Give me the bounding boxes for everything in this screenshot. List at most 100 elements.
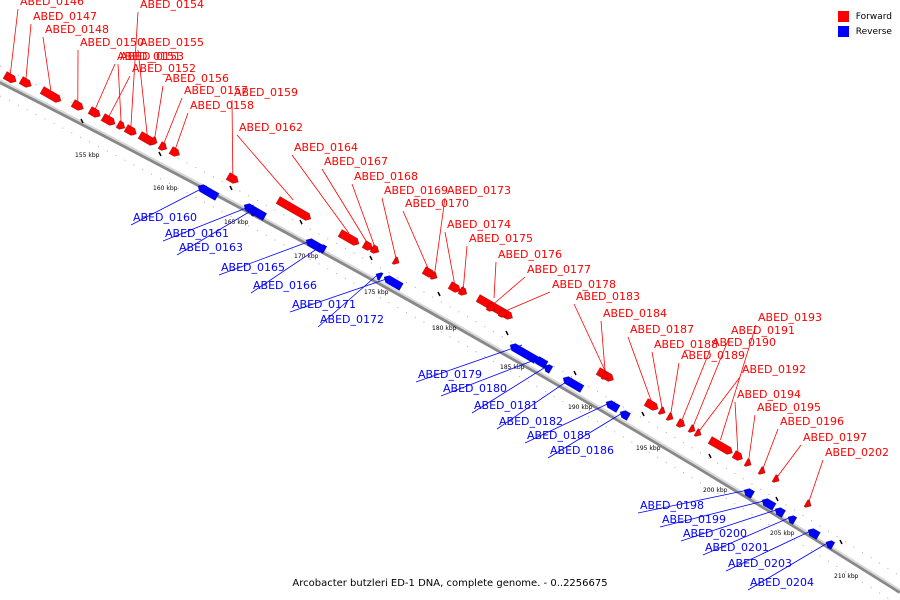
gene-label[interactable]: ABED_0188 bbox=[654, 338, 718, 351]
gene-label[interactable]: ABED_0195 bbox=[757, 401, 821, 414]
gene-label[interactable]: ABED_0180 bbox=[443, 382, 507, 395]
gene-feature[interactable] bbox=[731, 450, 745, 463]
gene-feature[interactable] bbox=[618, 409, 632, 421]
gene-label[interactable]: ABED_0182 bbox=[499, 415, 563, 428]
gene-label[interactable]: ABED_0158 bbox=[190, 99, 254, 112]
gene-label[interactable]: ABED_0176 bbox=[498, 248, 562, 261]
gene-label[interactable]: ABED_0169 bbox=[384, 184, 448, 197]
gene-label[interactable]: ABED_0189 bbox=[681, 349, 745, 362]
gene-feature[interactable] bbox=[87, 106, 102, 120]
gene-feature[interactable] bbox=[600, 371, 610, 382]
gene-label[interactable]: ABED_0196 bbox=[780, 415, 844, 428]
gene-label[interactable]: ABED_0197 bbox=[803, 431, 867, 444]
gene-feature[interactable] bbox=[657, 406, 667, 417]
gene-label[interactable]: ABED_0155 bbox=[140, 36, 204, 49]
gene-feature[interactable] bbox=[2, 71, 18, 85]
gene-label[interactable]: ABED_0187 bbox=[630, 323, 694, 336]
gene-feature[interactable] bbox=[561, 375, 585, 393]
gene-feature[interactable] bbox=[225, 172, 240, 186]
gene-feature[interactable] bbox=[361, 240, 375, 253]
gene-feature[interactable] bbox=[429, 271, 439, 282]
gene-feature[interactable] bbox=[70, 99, 85, 113]
gene-label[interactable]: ABED_0147 bbox=[33, 10, 97, 23]
gene-feature[interactable] bbox=[316, 243, 328, 254]
gene-label[interactable]: ABED_0201 bbox=[705, 541, 769, 554]
gene-feature[interactable] bbox=[760, 497, 777, 511]
gene-label[interactable]: ABED_0166 bbox=[253, 279, 317, 292]
gene-feature[interactable] bbox=[508, 342, 539, 364]
gene-feature[interactable] bbox=[771, 474, 781, 485]
gene-label[interactable]: ABED_0175 bbox=[469, 232, 533, 245]
gene-feature[interactable] bbox=[665, 412, 675, 423]
gene-label[interactable]: ABED_0148 bbox=[45, 23, 109, 36]
gene-label[interactable]: ABED_0200 bbox=[683, 527, 747, 540]
gene-feature[interactable] bbox=[457, 286, 469, 298]
gene-feature[interactable] bbox=[707, 436, 735, 457]
gene-feature[interactable] bbox=[824, 539, 836, 550]
gene-label[interactable]: ABED_0171 bbox=[292, 298, 356, 311]
gene-feature[interactable] bbox=[643, 398, 660, 413]
gene-label[interactable]: ABED_0173 bbox=[447, 184, 511, 197]
gene-label[interactable]: ABED_0151 bbox=[117, 50, 181, 63]
gene-label[interactable]: ABED_0181 bbox=[474, 399, 538, 412]
gene-feature[interactable] bbox=[675, 418, 687, 430]
gene-feature[interactable] bbox=[115, 120, 127, 132]
gene-label[interactable]: ABED_0164 bbox=[294, 141, 358, 154]
gene-label[interactable]: ABED_0203 bbox=[728, 557, 792, 570]
gene-feature[interactable] bbox=[447, 281, 462, 295]
gene-label[interactable]: ABED_0192 bbox=[742, 363, 806, 376]
gene-label[interactable]: ABED_0193 bbox=[758, 311, 822, 324]
gene-label[interactable]: ABED_0157 bbox=[184, 84, 248, 97]
gene-feature[interactable] bbox=[369, 244, 381, 256]
gene-label[interactable]: ABED_0178 bbox=[552, 278, 616, 291]
gene-feature[interactable] bbox=[374, 271, 384, 281]
gene-feature[interactable] bbox=[123, 124, 138, 138]
gene-feature[interactable] bbox=[391, 256, 401, 267]
gene-label[interactable]: ABED_0150 bbox=[80, 36, 144, 49]
gene-label[interactable]: ABED_0186 bbox=[550, 444, 614, 457]
gene-label[interactable]: ABED_0172 bbox=[320, 313, 384, 326]
gene-feature[interactable] bbox=[475, 294, 515, 322]
gene-label[interactable]: ABED_0198 bbox=[640, 499, 704, 512]
gene-feature[interactable] bbox=[604, 399, 621, 413]
gene-feature[interactable] bbox=[485, 302, 497, 314]
gene-label[interactable]: ABED_0177 bbox=[527, 263, 591, 276]
gene-feature[interactable] bbox=[18, 76, 33, 90]
gene-label[interactable]: ABED_0190 bbox=[712, 336, 776, 349]
gene-feature[interactable] bbox=[803, 499, 813, 510]
gene-label[interactable]: ABED_0204 bbox=[750, 576, 814, 589]
gene-label[interactable]: ABED_0165 bbox=[221, 261, 285, 274]
gene-label[interactable]: ABED_0146 bbox=[20, 0, 84, 8]
gene-feature[interactable] bbox=[806, 527, 821, 540]
gene-feature[interactable] bbox=[786, 514, 798, 525]
gene-feature[interactable] bbox=[743, 458, 753, 469]
gene-label[interactable]: ABED_0185 bbox=[527, 429, 591, 442]
gene-label[interactable]: ABED_0160 bbox=[133, 211, 197, 224]
gene-feature[interactable] bbox=[773, 506, 787, 518]
gene-label[interactable]: ABED_0170 bbox=[405, 197, 469, 210]
gene-label[interactable]: ABED_0152 bbox=[132, 62, 196, 75]
gene-label[interactable]: ABED_0161 bbox=[165, 227, 229, 240]
gene-feature[interactable] bbox=[39, 86, 63, 105]
gene-label[interactable]: ABED_0159 bbox=[234, 86, 298, 99]
gene-label[interactable]: ABED_0199 bbox=[662, 513, 726, 526]
gene-feature[interactable] bbox=[382, 274, 404, 291]
gene-feature[interactable] bbox=[275, 196, 313, 223]
gene-label[interactable]: ABED_0184 bbox=[603, 307, 667, 320]
gene-label[interactable]: ABED_0153 bbox=[120, 50, 184, 63]
gene-feature[interactable] bbox=[687, 424, 697, 435]
gene-label[interactable]: ABED_0167 bbox=[324, 155, 388, 168]
gene-feature[interactable] bbox=[497, 308, 509, 320]
gene-label[interactable]: ABED_0174 bbox=[447, 218, 511, 231]
gene-label[interactable]: ABED_0202 bbox=[825, 446, 889, 459]
gene-label[interactable]: ABED_0168 bbox=[354, 170, 418, 183]
gene-label[interactable]: ABED_0183 bbox=[576, 290, 640, 303]
gene-feature[interactable] bbox=[542, 363, 554, 374]
gene-label[interactable]: ABED_0179 bbox=[418, 368, 482, 381]
gene-feature[interactable] bbox=[100, 113, 117, 128]
gene-label[interactable]: ABED_0191 bbox=[731, 324, 795, 337]
gene-label[interactable]: ABED_0156 bbox=[165, 72, 229, 85]
gene-feature[interactable] bbox=[168, 146, 182, 159]
gene-label[interactable]: ABED_0194 bbox=[737, 388, 801, 401]
gene-feature[interactable] bbox=[149, 136, 159, 147]
